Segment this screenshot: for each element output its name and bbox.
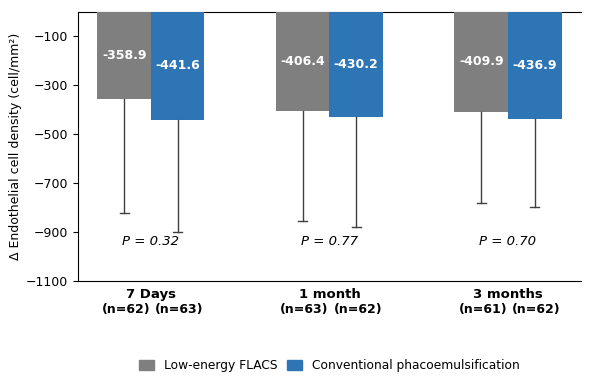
Text: (n=61): (n=61)	[458, 303, 507, 316]
Bar	[455, 12, 508, 112]
Text: -436.9: -436.9	[513, 58, 557, 72]
Text: (n=62): (n=62)	[101, 303, 150, 316]
Text: -406.4: -406.4	[280, 55, 325, 68]
Text: (n=63): (n=63)	[280, 303, 328, 316]
Text: 7 Days: 7 Days	[126, 288, 176, 301]
Text: -358.9: -358.9	[102, 49, 146, 62]
Bar	[329, 12, 383, 117]
Y-axis label: Δ Endothelial cell density (cell/mm²): Δ Endothelial cell density (cell/mm²)	[9, 33, 22, 260]
Bar	[98, 12, 151, 99]
Text: P = 0.32: P = 0.32	[122, 235, 180, 248]
Legend: Low-energy FLACS, Conventional phacoemulsification: Low-energy FLACS, Conventional phacoemul…	[135, 354, 524, 377]
Text: (n=62): (n=62)	[334, 303, 382, 316]
Text: P = 0.77: P = 0.77	[301, 235, 358, 248]
Text: 3 months: 3 months	[473, 288, 543, 301]
Text: P = 0.70: P = 0.70	[479, 235, 537, 248]
Text: (n=63): (n=63)	[155, 303, 204, 316]
Bar	[151, 12, 204, 120]
Text: -409.9: -409.9	[459, 55, 504, 68]
Text: -430.2: -430.2	[334, 58, 379, 71]
Bar	[508, 12, 561, 119]
Bar	[276, 12, 329, 111]
Text: 1 month: 1 month	[298, 288, 361, 301]
Text: -441.6: -441.6	[155, 59, 200, 72]
Text: (n=62): (n=62)	[512, 303, 561, 316]
